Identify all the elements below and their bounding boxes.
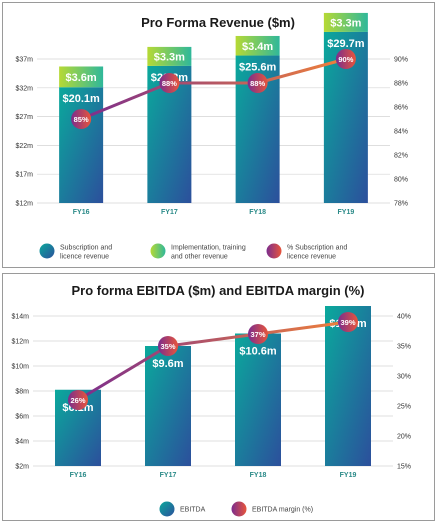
line-marker (248, 324, 268, 344)
y2-tick-label: 90% (394, 57, 408, 64)
ebitda-chart: Pro forma EBITDA ($m) and EBITDA margin … (11, 283, 411, 517)
bar-segment-main (325, 306, 371, 466)
x-tick-label: FY17 (160, 472, 177, 479)
bar-segment-main (59, 87, 104, 203)
y-tick-label: $14m (11, 314, 29, 321)
line-marker (68, 390, 88, 410)
line-data-label: 90% (338, 55, 353, 64)
line-data-label: 85% (74, 115, 89, 124)
y2-tick-label: 20% (397, 434, 411, 441)
y-tick-label: $32m (15, 85, 33, 92)
line-series (80, 57, 347, 121)
x-tick-label: FY18 (250, 472, 267, 479)
bar-segment-top (323, 12, 368, 32)
revenue-chart-panel: Pro Forma Revenue ($m) $12m $17m $22m $27m $… (2, 2, 435, 268)
x-tick-label: FY16 (73, 209, 90, 216)
legend-swatch-icon (39, 243, 55, 259)
legend-label: Implementation, training and other revenu… (171, 245, 246, 261)
y-tick-label: $27m (15, 114, 33, 121)
y-tick-label: $22m (15, 143, 33, 150)
y2-tick-label: 40% (397, 314, 411, 321)
bar-data-label: $9.6m (152, 358, 183, 370)
legend-label: Subscription and licence revenue (60, 245, 112, 261)
bar-segment-top (147, 46, 192, 66)
y2-tick-label: 82% (394, 153, 408, 160)
line-marker (247, 73, 268, 93)
y2-tick-label: 84% (394, 129, 408, 136)
bar-data-label: $3.4m (242, 41, 273, 53)
line-marker (159, 73, 180, 93)
bar-data-label: $20.1m (62, 93, 100, 105)
y-tick-label: $12m (15, 201, 33, 208)
legend-swatch-icon (231, 501, 247, 517)
y2-tick-label: 35% (397, 344, 411, 351)
line-data-label: 39% (340, 318, 355, 327)
line-data-label: 37% (250, 330, 265, 339)
x-tick-label: FY19 (340, 472, 357, 479)
y-tick-label: $6m (15, 414, 29, 421)
legend-swatch-icon (159, 501, 175, 517)
line-marker (335, 49, 356, 69)
y2-tick-label: 15% (397, 464, 411, 471)
y2-tick-label: 88% (394, 81, 408, 88)
line-data-label: 35% (160, 342, 175, 351)
bar-data-label: $3.3m (330, 17, 361, 29)
bar-segment-top (59, 66, 104, 88)
line-marker (338, 312, 358, 332)
x-tick-label: FY17 (161, 209, 178, 216)
revenue-chart: Pro Forma Revenue ($m) $12m $17m $22m $27m $… (15, 12, 408, 261)
ebitda-chart-panel: Pro forma EBITDA ($m) and EBITDA margin … (2, 273, 435, 521)
bar-data-label: $10.6m (239, 346, 277, 358)
legend-swatch-icon (266, 243, 282, 259)
y-tick-label: $17m (15, 172, 33, 179)
legend-label: % Subscription and licence revenue (287, 245, 347, 261)
bar-data-label: $3.6m (66, 72, 97, 84)
y-tick-label: $8m (15, 389, 29, 396)
bar-data-label: $3.3m (154, 51, 185, 63)
line-series (77, 320, 349, 402)
bar-segment-main (235, 333, 281, 466)
y-tick-label: $2m (15, 464, 29, 471)
legend-label: EBITDA margin (%) (252, 507, 313, 514)
x-tick-label: FY19 (338, 209, 355, 216)
line-marker (71, 109, 92, 129)
bar-segment-top (235, 35, 280, 56)
y-tick-label: $4m (15, 439, 29, 446)
bar-segment-main (145, 346, 191, 466)
x-tick-label: FY18 (249, 209, 266, 216)
line-data-label: 26% (70, 396, 85, 405)
y2-tick-label: 80% (394, 177, 408, 184)
y2-tick-label: 78% (394, 201, 408, 208)
x-tick-label: FY16 (70, 472, 87, 479)
bar-data-label: $25.6m (239, 62, 277, 74)
chart-title: Pro Forma Revenue ($m) (141, 15, 295, 30)
y2-tick-label: 25% (397, 404, 411, 411)
legend-swatch-icon (150, 243, 166, 259)
y-tick-label: $37m (15, 57, 33, 64)
legend-label: EBITDA (180, 507, 206, 514)
chart-title: Pro forma EBITDA ($m) and EBITDA margin … (71, 283, 364, 298)
line-marker (158, 336, 178, 356)
y2-tick-label: 86% (394, 105, 408, 112)
line-data-label: 88% (162, 79, 177, 88)
y-tick-label: $12m (11, 339, 29, 346)
bar-data-label: $29.7m (327, 38, 365, 50)
y2-tick-label: 30% (397, 374, 411, 381)
y-tick-label: $10m (11, 364, 29, 371)
line-data-label: 88% (250, 79, 265, 88)
